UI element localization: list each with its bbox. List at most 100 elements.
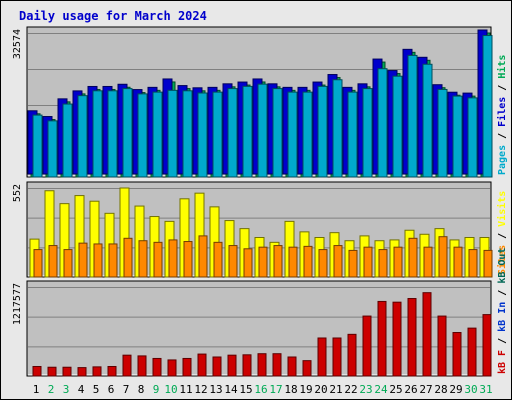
bar-kb-f-day-7 bbox=[122, 354, 132, 377]
legend-part: kB F bbox=[497, 350, 508, 374]
bar-pages-day-26 bbox=[407, 54, 418, 178]
bar-sites-day-14 bbox=[228, 245, 238, 278]
bar-kb-f-day-10 bbox=[167, 359, 177, 377]
bar-kb-f-day-20 bbox=[317, 337, 327, 377]
bar-kb-f-day-17 bbox=[272, 353, 282, 377]
bar-kb-f-day-22 bbox=[347, 333, 357, 377]
bar-sites-day-10 bbox=[168, 239, 178, 278]
bar-sites-day-16 bbox=[258, 246, 268, 278]
bar-kb-f-day-15 bbox=[242, 354, 252, 377]
bar-pages-day-21 bbox=[332, 79, 343, 178]
legend-part: / bbox=[497, 284, 508, 302]
bar-sites-day-27 bbox=[423, 246, 433, 278]
bar-kb-f-day-23 bbox=[362, 315, 372, 377]
bar-pages-day-7 bbox=[122, 88, 133, 178]
legend-part: Visits bbox=[496, 191, 508, 227]
legend-part: kB In bbox=[497, 302, 508, 332]
legend-part: / bbox=[497, 227, 508, 245]
bar-sites-day-7 bbox=[123, 237, 133, 278]
bar-kb-f-day-31 bbox=[482, 314, 492, 377]
bar-pages-day-29 bbox=[452, 95, 463, 178]
bar-pages-day-12 bbox=[197, 92, 208, 178]
bar-kb-f-day-21 bbox=[332, 337, 342, 377]
bar-sites-day-11 bbox=[183, 241, 193, 278]
bar-kb-f-day-4 bbox=[77, 367, 87, 377]
bar-sites-day-24 bbox=[378, 249, 388, 278]
bar-sites-day-21 bbox=[333, 245, 343, 278]
bar-sites-day-12 bbox=[198, 235, 208, 278]
bar-sites-day-22 bbox=[348, 249, 358, 278]
bar-pages-day-3 bbox=[62, 103, 73, 178]
bar-kb-f-day-18 bbox=[287, 356, 297, 377]
bar-sites-day-4 bbox=[78, 242, 88, 278]
bar-sites-day-5 bbox=[93, 243, 103, 278]
bar-kb-f-day-19 bbox=[302, 360, 312, 377]
bar-sites-day-9 bbox=[153, 241, 163, 278]
bar-kb-f-day-16 bbox=[257, 353, 267, 377]
bar-sites-day-29 bbox=[453, 246, 463, 278]
x-tick-label: 17 bbox=[269, 383, 282, 396]
y-max-label: 552 bbox=[12, 184, 23, 202]
bar-sites-day-30 bbox=[468, 249, 478, 278]
bar-pages-day-8 bbox=[137, 93, 148, 178]
bar-sites-day-15 bbox=[243, 248, 253, 278]
bar-kb-f-day-8 bbox=[137, 355, 147, 377]
bar-sites-day-2 bbox=[48, 245, 58, 278]
bar-sites-day-31 bbox=[483, 249, 493, 278]
bar-pages-day-4 bbox=[77, 95, 88, 178]
bar-kb-f-day-11 bbox=[182, 357, 192, 377]
bar-sites-day-25 bbox=[393, 246, 403, 278]
bar-sites-day-23 bbox=[363, 246, 373, 278]
bar-sites-day-20 bbox=[318, 249, 328, 278]
x-tick-label: 8 bbox=[138, 383, 145, 396]
x-tick-label: 5 bbox=[93, 383, 100, 396]
x-tick-label: 30 bbox=[464, 383, 477, 396]
x-tick-label: 11 bbox=[179, 383, 192, 396]
bar-pages-day-30 bbox=[467, 97, 478, 178]
bar-pages-day-11 bbox=[182, 90, 193, 178]
bar-sites-day-26 bbox=[408, 237, 418, 278]
bar-sites-day-28 bbox=[438, 236, 448, 278]
x-tick-label: 24 bbox=[374, 383, 388, 396]
bar-pages-day-25 bbox=[392, 75, 403, 178]
bar-pages-day-1 bbox=[32, 114, 43, 178]
x-tick-label: 25 bbox=[389, 383, 402, 396]
bar-kb-f-day-3 bbox=[62, 366, 72, 377]
bar-kb-f-day-1 bbox=[32, 365, 42, 377]
bar-kb-f-day-25 bbox=[392, 301, 402, 377]
bar-kb-f-day-6 bbox=[107, 365, 117, 377]
bar-kb-f-day-24 bbox=[377, 300, 387, 377]
bar-kb-f-day-5 bbox=[92, 366, 102, 377]
bar-kb-f-day-2 bbox=[47, 366, 57, 377]
bar-sites-day-3 bbox=[63, 249, 73, 278]
bar-pages-day-5 bbox=[92, 90, 103, 178]
bar-pages-day-9 bbox=[152, 91, 163, 178]
series-legend-hits-files-pages: Pages / Files / Hits bbox=[496, 55, 508, 175]
x-tick-label: 31 bbox=[479, 383, 492, 396]
legend-part: kB Out bbox=[497, 248, 508, 284]
x-tick-label: 3 bbox=[63, 383, 70, 396]
bar-kb-f-day-27 bbox=[422, 292, 432, 377]
bar-kb-f-day-12 bbox=[197, 353, 207, 377]
x-tick-label: 15 bbox=[239, 383, 252, 396]
bar-kb-f-day-14 bbox=[227, 354, 237, 377]
x-tick-label: 29 bbox=[449, 383, 462, 396]
bar-sites-day-19 bbox=[303, 245, 313, 278]
bar-kb-f-day-26 bbox=[407, 298, 417, 377]
bar-pages-day-20 bbox=[317, 85, 328, 178]
x-tick-label: 19 bbox=[299, 383, 312, 396]
bar-kb-f-day-28 bbox=[437, 315, 447, 377]
legend-part: Files bbox=[496, 97, 508, 127]
x-tick-label: 1 bbox=[33, 383, 40, 396]
x-tick-label: 4 bbox=[78, 383, 85, 396]
chart-title: Daily usage for March 2024 bbox=[19, 9, 207, 23]
x-tick-label: 20 bbox=[314, 383, 327, 396]
bar-sites-day-13 bbox=[213, 241, 223, 278]
bar-pages-day-16 bbox=[257, 83, 268, 178]
bar-pages-day-14 bbox=[227, 88, 238, 178]
x-tick-label: 2 bbox=[48, 383, 55, 396]
x-tick-label: 16 bbox=[254, 383, 267, 396]
bar-pages-day-2 bbox=[47, 120, 58, 178]
bar-pages-day-17 bbox=[272, 88, 283, 178]
bar-sites-day-6 bbox=[108, 243, 118, 278]
